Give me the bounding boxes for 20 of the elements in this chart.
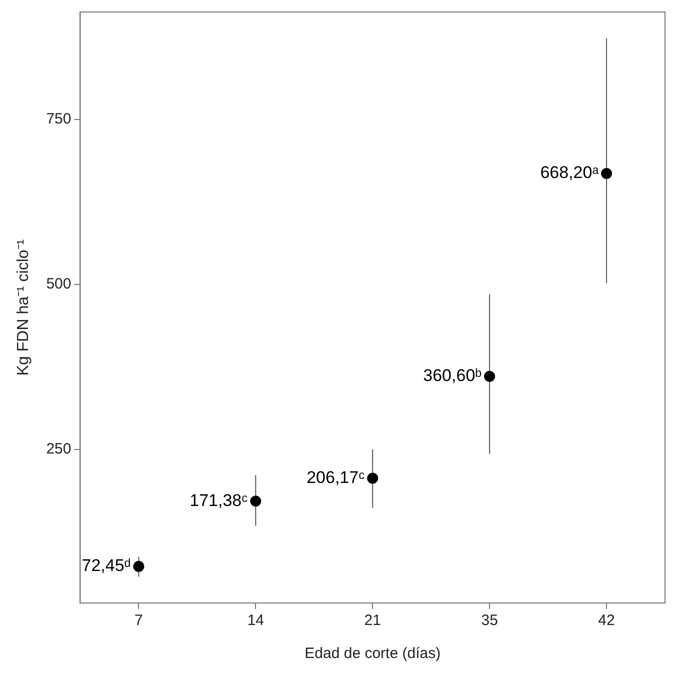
y-tick-label: 250 — [46, 440, 72, 458]
y-tick-label: 750 — [46, 110, 72, 128]
y-tick-label: 500 — [46, 276, 72, 293]
x-axis-title: Edad de corte (días) — [304, 645, 441, 662]
x-tick-label: 14 — [247, 612, 264, 630]
point — [484, 370, 496, 382]
point — [367, 472, 378, 484]
data-label: 206,17ᶜ — [306, 468, 365, 487]
point — [250, 496, 262, 507]
data-label: 360,60ᵇ — [423, 366, 482, 386]
data-label: 171,38ᶜ — [190, 490, 248, 510]
x-tick-label: 7 — [134, 612, 143, 630]
point — [133, 560, 144, 572]
x-tick-label: 42 — [598, 612, 615, 630]
x-tick-label: 35 — [481, 612, 498, 630]
point — [601, 168, 612, 179]
data-label: 668,20ᵃ — [540, 163, 600, 182]
x-tick-label: 21 — [364, 612, 381, 630]
y-axis-title: Kg FDN ha⁻¹ ciclo⁻¹ — [15, 239, 32, 376]
data-label: 72,45ᵈ — [82, 556, 131, 576]
